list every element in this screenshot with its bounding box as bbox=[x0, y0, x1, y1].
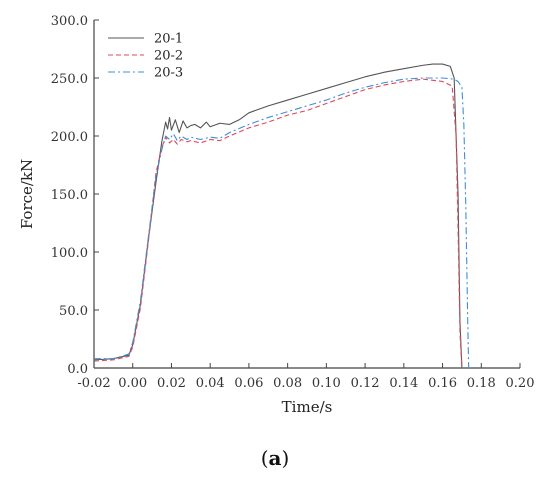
x-axis-label: Time/s bbox=[282, 398, 333, 416]
y-tick-label: 300.0 bbox=[51, 14, 88, 29]
x-tick-label: 0.20 bbox=[506, 376, 535, 391]
x-tick-label: 0.16 bbox=[428, 376, 457, 391]
series-line-20-1 bbox=[93, 63, 463, 369]
y-tick-label: 50.0 bbox=[59, 304, 88, 319]
caption-close: ) bbox=[281, 446, 290, 470]
x-tick-label: 0.14 bbox=[389, 376, 418, 391]
x-tick-label: 0.06 bbox=[234, 376, 263, 391]
x-tick-label: 0.02 bbox=[157, 376, 186, 391]
y-tick-label: 250.0 bbox=[51, 72, 88, 87]
y-tick-label: 0.0 bbox=[67, 362, 88, 377]
caption-letter: a bbox=[268, 446, 282, 470]
x-tick-label: 0.12 bbox=[351, 376, 380, 391]
chart-axes: 0.0 50.0 100.0 150.0 200.0 250.0 300.0 -0.02 0.0… bbox=[18, 14, 534, 416]
y-tick-label: 150.0 bbox=[51, 188, 88, 203]
x-tick-label: 0.00 bbox=[118, 376, 147, 391]
legend-entry-20-3: 20-3 bbox=[108, 66, 183, 81]
x-tick-label: 0.04 bbox=[196, 376, 225, 391]
y-axis-label: Force/kN bbox=[18, 159, 36, 229]
legend-label: 20-3 bbox=[154, 66, 183, 81]
legend-entry-20-1: 20-1 bbox=[108, 32, 183, 47]
series-line-20-2 bbox=[93, 78, 463, 369]
legend-entry-20-2: 20-2 bbox=[108, 49, 183, 64]
legend-label: 20-1 bbox=[154, 32, 183, 47]
caption-open: ( bbox=[260, 446, 269, 470]
x-tick-label: 0.18 bbox=[467, 376, 496, 391]
chart-legend: 20-1 20-2 20-3 bbox=[108, 32, 183, 81]
x-tick-label: -0.02 bbox=[77, 376, 110, 391]
legend-label: 20-2 bbox=[154, 49, 183, 64]
chart-series-layer bbox=[93, 63, 470, 369]
figure-caption: (a) bbox=[0, 446, 550, 470]
x-tick-label: 0.08 bbox=[273, 376, 302, 391]
x-tick-label: 0.10 bbox=[312, 376, 341, 391]
y-tick-label: 200.0 bbox=[51, 130, 88, 145]
series-line-20-3 bbox=[94, 77, 470, 369]
y-tick-label: 100.0 bbox=[51, 246, 88, 261]
